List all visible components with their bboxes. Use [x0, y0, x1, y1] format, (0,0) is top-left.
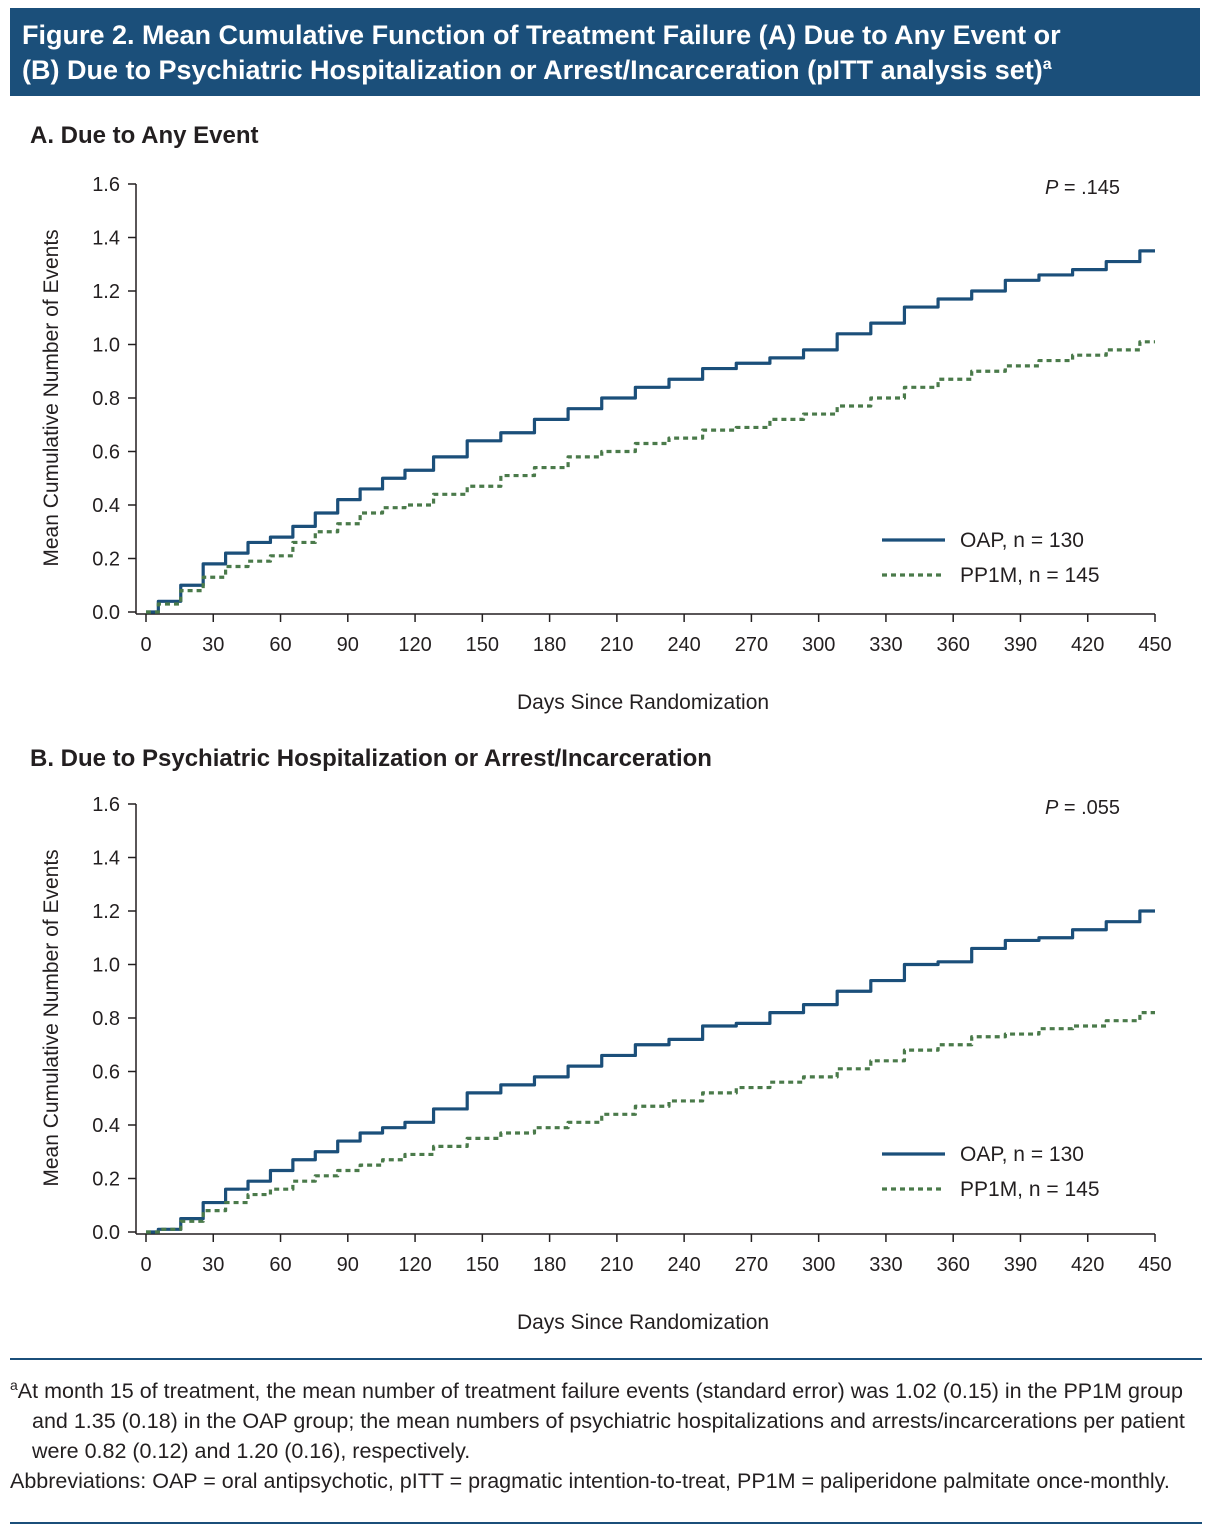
y-tick-label: 1.6 — [92, 794, 120, 816]
y-tick-label: 0.8 — [92, 1008, 120, 1030]
x-tick-label: 270 — [735, 634, 768, 656]
x-axis-label: Days Since Randomization — [517, 691, 769, 714]
x-tick-label: 180 — [533, 1254, 566, 1276]
x-tick-label: 450 — [1138, 1254, 1171, 1276]
y-tick-label: 1.0 — [92, 955, 120, 977]
x-tick-label: 330 — [869, 1254, 902, 1276]
x-tick-label: 90 — [337, 634, 359, 656]
x-tick-label: 60 — [269, 634, 291, 656]
x-tick-label: 390 — [1004, 634, 1037, 656]
x-tick-label: 150 — [466, 1254, 499, 1276]
y-tick-label: 0.0 — [92, 1222, 120, 1244]
oap-series-line — [146, 249, 1155, 614]
footnote-a: aAt month 15 of treatment, the mean numb… — [10, 1370, 1202, 1466]
pp1m-series-line — [146, 1011, 1155, 1234]
x-tick-label: 270 — [735, 1254, 768, 1276]
panel-a-title: A. Due to Any Event — [30, 122, 259, 149]
x-tick-label: 210 — [600, 1254, 633, 1276]
y-tick-label: 1.4 — [92, 848, 120, 870]
oap-legend-label: OAP, n = 130 — [960, 529, 1084, 552]
figure-title-line1: Figure 2. Mean Cumulative Function of Tr… — [22, 20, 1061, 50]
x-tick-label: 300 — [802, 1254, 835, 1276]
x-tick-label: 450 — [1138, 634, 1171, 656]
pp1m-legend-label: PP1M, n = 145 — [960, 1178, 1100, 1201]
pp1m-legend-label: PP1M, n = 145 — [960, 564, 1100, 587]
y-tick-label: 0.0 — [92, 602, 120, 624]
y-tick-label: 0.6 — [92, 442, 120, 464]
y-tick-label: 1.4 — [92, 228, 120, 250]
x-tick-label: 30 — [202, 1254, 224, 1276]
figure-title-line2: (B) Due to Psychiatric Hospitalization o… — [22, 53, 1186, 88]
y-tick-label: 0.8 — [92, 388, 120, 410]
x-tick-label: 120 — [398, 1254, 431, 1276]
x-tick-label: 240 — [667, 1254, 700, 1276]
x-tick-label: 0 — [140, 1254, 151, 1276]
footnote-abbreviations: Abbreviations: OAP = oral antipsychotic,… — [10, 1469, 1170, 1494]
pp1m-series-line — [146, 340, 1155, 614]
x-tick-label: 60 — [269, 1254, 291, 1276]
x-tick-label: 120 — [398, 634, 431, 656]
p-value-annotation: P = .145 — [1045, 177, 1120, 199]
x-tick-label: 390 — [1004, 1254, 1037, 1276]
y-tick-label: 1.2 — [92, 901, 120, 923]
chart-a: 0.0 0.2 0.4 0.6 0.8 1.0 1.2 1.4 1.6 0 30 60 90 120 150… — [40, 174, 1172, 714]
x-tick-label: 240 — [667, 634, 700, 656]
y-tick-label: 0.6 — [92, 1062, 120, 1084]
y-tick-label: 1.6 — [92, 174, 120, 196]
x-tick-label: 180 — [533, 634, 566, 656]
x-tick-label: 30 — [202, 634, 224, 656]
y-axis-label: Mean Cumulative Number of Events — [40, 229, 63, 566]
panel-b-title: B. Due to Psychiatric Hospitalization or… — [30, 745, 712, 772]
footnote-a-sup: a — [10, 1377, 18, 1393]
chart-b: 0.0 0.2 0.4 0.6 0.8 1.0 1.2 1.4 1.6 0 30 60 90 120 150… — [40, 794, 1172, 1334]
y-tick-label: 0.4 — [92, 495, 120, 517]
y-tick-label: 1.2 — [92, 281, 120, 303]
x-tick-label: 420 — [1071, 634, 1104, 656]
x-tick-label: 90 — [337, 1254, 359, 1276]
x-tick-label: 330 — [869, 634, 902, 656]
y-axis-label: Mean Cumulative Number of Events — [40, 849, 63, 1186]
footnote-a-text: At month 15 of treatment, the mean numbe… — [17, 1379, 1185, 1464]
x-axis-label: Days Since Randomization — [517, 1311, 769, 1334]
p-value-annotation: P = .055 — [1045, 797, 1120, 819]
y-tick-label: 0.4 — [92, 1115, 120, 1137]
x-tick-label: 150 — [466, 634, 499, 656]
y-tick-label: 1.0 — [92, 335, 120, 357]
oap-legend-label: OAP, n = 130 — [960, 1143, 1084, 1166]
figure-title-line2-text: (B) Due to Psychiatric Hospitalization o… — [22, 55, 1043, 85]
oap-series-line — [146, 909, 1155, 1234]
y-tick-label: 0.2 — [92, 549, 120, 571]
x-tick-label: 360 — [937, 634, 970, 656]
footnotes: aAt month 15 of treatment, the mean numb… — [10, 1358, 1202, 1524]
y-tick-label: 0.2 — [92, 1169, 120, 1191]
x-tick-label: 210 — [600, 634, 633, 656]
x-tick-label: 300 — [802, 634, 835, 656]
x-tick-label: 360 — [937, 1254, 970, 1276]
figure-title-sup: a — [1042, 56, 1052, 73]
x-tick-label: 420 — [1071, 1254, 1104, 1276]
x-tick-label: 0 — [140, 634, 151, 656]
figure-title-bar: Figure 2. Mean Cumulative Function of Tr… — [10, 8, 1200, 96]
